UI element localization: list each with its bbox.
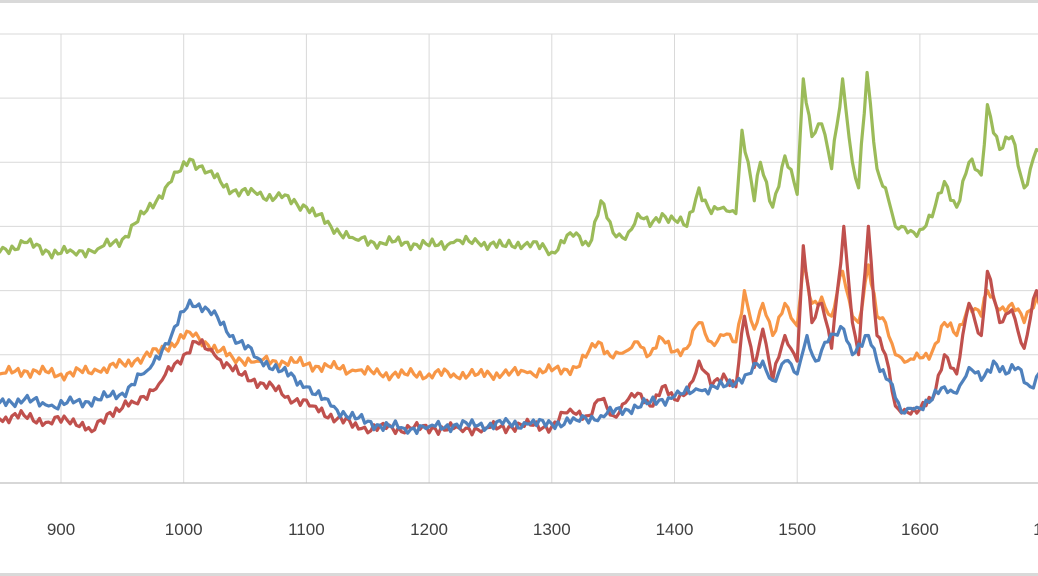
x-tick-label: 1200 bbox=[410, 520, 448, 539]
x-tick-label: 1300 bbox=[533, 520, 571, 539]
x-tick-label: 17 bbox=[1033, 520, 1038, 539]
x-tick-label: 1400 bbox=[656, 520, 694, 539]
series-group bbox=[0, 70, 1038, 437]
series-line-2 bbox=[0, 263, 1038, 382]
gridlines bbox=[0, 33, 1038, 484]
x-tick-labels: 900 1000 1100 1200 1300 1400 1500 1600 17 bbox=[47, 520, 1038, 539]
x-tick-label: 900 bbox=[47, 520, 75, 539]
x-tick-label: 1500 bbox=[778, 520, 816, 539]
series-line-4 bbox=[0, 298, 1038, 435]
x-tick-label: 1100 bbox=[288, 520, 325, 539]
x-tick-label: 1600 bbox=[901, 520, 939, 539]
series-line-1 bbox=[0, 70, 1038, 260]
x-tick-label: 1000 bbox=[165, 520, 203, 539]
series-line-3 bbox=[0, 224, 1038, 437]
